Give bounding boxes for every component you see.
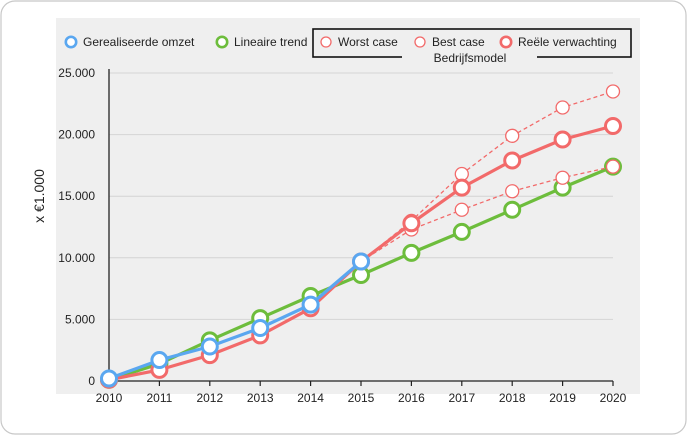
x-tick-label: 2013: [247, 391, 274, 405]
legend-marker-best-case: [414, 36, 426, 48]
data-point-best-case: [555, 100, 570, 115]
y-tick-label: 0: [88, 374, 95, 388]
data-point-gerealiseerde-omzet: [150, 351, 169, 370]
axes: 0 5.000 10.000 15.000 20.000 25.000 2010 2011 20…: [58, 66, 626, 405]
y-tick-label: 10.000: [58, 251, 95, 265]
x-tick-label: 2010: [96, 391, 123, 405]
legend-group-title: Bedrijfsmodel: [434, 51, 507, 65]
legend-marker-re-le-verwachting: [499, 35, 513, 49]
data-point-lineaire-trend: [402, 243, 421, 262]
x-tick-label: 2016: [398, 391, 425, 405]
data-point-re-le-verwachting: [402, 214, 421, 233]
data-point-re-le-verwachting: [452, 178, 471, 197]
data-point-lineaire-trend: [503, 200, 522, 219]
x-tick-label: 2019: [549, 391, 576, 405]
data-point-re-le-verwachting: [503, 151, 522, 170]
legend-marker-worst-case: [320, 36, 332, 48]
data-point-re-le-verwachting: [604, 116, 622, 135]
data-point-worst-case: [454, 202, 469, 217]
legend-marker-gerealiseerde-omzet: [64, 35, 78, 49]
data-point-gerealiseerde-omzet: [100, 369, 118, 388]
x-tick-label: 2018: [499, 391, 526, 405]
x-tick-label: 2011: [146, 391, 172, 405]
data-point-gerealiseerde-omzet: [251, 319, 270, 338]
legend-label-lineaire-trend: Lineaire trend: [234, 35, 307, 49]
data-point-gerealiseerde-omzet: [352, 252, 370, 271]
data-point-re-le-verwachting: [553, 130, 572, 149]
legend: Bedrijfsmodel Gerealiseerde omzet Lineair…: [64, 28, 632, 65]
legend-label-worst-case: Worst case: [338, 35, 398, 49]
legend-group-title-bg: [402, 51, 537, 64]
data-point-worst-case: [555, 170, 570, 185]
data-point-best-case: [454, 166, 469, 182]
legend-label-re-le-verwachting: Reële verwachting: [518, 35, 617, 49]
data-point-lineaire-trend: [452, 222, 471, 241]
data-point-gerealiseerde-omzet: [200, 337, 219, 356]
x-tick-label: 2014: [297, 391, 324, 405]
y-tick-label: 25.000: [58, 66, 95, 80]
series-line-worst-case: [360, 165, 614, 263]
legend-label-gerealiseerde-omzet: Gerealiseerde omzet: [83, 35, 195, 49]
y-axis-label: x €1.000: [31, 169, 47, 223]
y-tick-label: 20.000: [58, 128, 95, 142]
data-point-best-case: [605, 84, 621, 99]
legend-marker-lineaire-trend: [215, 35, 229, 49]
series-group: [100, 84, 622, 389]
x-tick-label: 2017: [448, 391, 475, 405]
legend-label-best-case: Best case: [432, 35, 485, 49]
data-point-worst-case: [505, 184, 520, 199]
data-point-best-case: [505, 128, 520, 143]
x-tick-label: 2012: [196, 391, 223, 405]
data-point-gerealiseerde-omzet: [301, 295, 320, 314]
plot-area: [56, 18, 640, 394]
x-tick-label: 2020: [600, 391, 627, 405]
x-tick-label: 2015: [348, 391, 375, 405]
y-tick-label: 15.000: [58, 189, 95, 203]
data-point-worst-case: [605, 159, 621, 174]
y-tick-label: 5.000: [65, 312, 95, 326]
